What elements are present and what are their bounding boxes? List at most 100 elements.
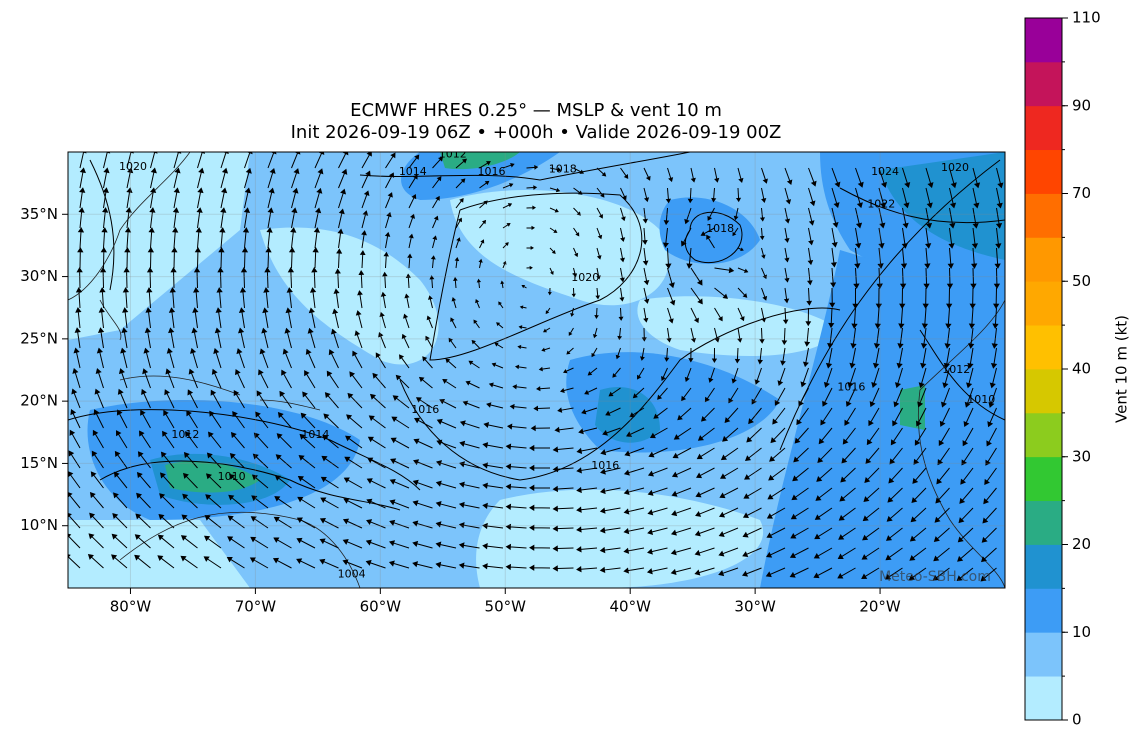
wind-arrow [972,187,980,209]
wind-arrow [817,447,833,463]
colorbar-band [1025,61,1062,107]
wind-arrow [526,225,535,230]
wind-arrow [122,287,130,309]
wind-arrow [665,187,672,204]
wind-arrow [871,367,880,389]
wind-arrow [385,172,395,189]
wind-arrow [149,187,157,209]
wind-arrow [118,368,128,389]
wind-arrow [536,386,551,392]
wind-arrow [526,265,533,270]
wind-arrow [465,380,480,389]
wind-arrow [471,339,480,349]
wind-arrow [102,187,109,209]
wind-arrow [909,547,927,561]
wind-arrow [366,498,386,509]
title-line: ECMWF HRES 0.25° — MSLP & vent 10 m [350,100,722,121]
wind-arrows [68,152,1004,582]
wind-arrow [855,187,863,209]
wind-arrow [554,426,574,433]
wind-arrow [851,307,858,329]
wind-arrow [687,187,694,204]
wind-arrow [436,460,457,469]
wind-arrow [972,207,979,229]
wind-arrow [942,367,950,389]
wind-arrow [479,239,485,249]
wind-arrow [759,327,765,344]
wind-arrow [319,558,339,569]
wind-arrow [690,327,697,343]
wind-arrow [321,455,339,469]
wind-arrow [949,207,956,229]
wind-arrow [188,368,198,389]
wind-arrow [186,410,198,429]
wind-arrow [552,485,574,493]
wind-arrow [261,327,269,349]
wind-arrow [482,522,504,530]
wind-arrow [816,467,833,482]
wind-arrow [389,519,410,529]
wind-arrow [566,347,574,355]
wind-band [260,227,439,365]
wind-arrow [288,247,296,269]
wind-arrow [704,387,715,403]
wind-arrow [838,507,856,521]
wind-arrow [529,504,551,511]
wind-arrow [584,387,598,395]
wind-arrow [744,467,762,480]
wind-arrow [620,167,629,179]
wind-arrow [695,487,715,498]
wind-arrow [234,369,245,389]
wind-arrow [972,167,981,189]
wind-arrow [910,507,927,523]
wind-arrow [408,233,414,249]
wind-arrow [346,414,363,429]
wind-arrow [159,472,175,489]
colorbar-tick-label: 10 [1072,623,1091,641]
wind-arrow [180,535,198,549]
isobar [919,329,1005,421]
wind-arrow [506,423,527,430]
wind-arrow [673,427,692,440]
wind-arrow [989,367,997,389]
wind-arrow [911,487,927,504]
wind-arrow [529,484,551,492]
wind-arrow [182,472,198,489]
wind-arrow [307,327,316,349]
wind-arrow [502,242,509,249]
colorbar-band [1025,500,1062,545]
wind-arrow [314,152,325,169]
wind-arrow [256,390,269,409]
wind-arrow [866,427,880,446]
wind-arrow [361,170,371,189]
wind-arrow [647,507,668,516]
wind-arrow [296,558,316,569]
wind-arrow [694,567,715,576]
wind-arrow [620,207,626,222]
wind-arrow [529,444,551,452]
wind-arrow [455,198,464,209]
wind-arrow [432,176,442,189]
wind-arrow [789,547,809,559]
wind-arrow [944,327,951,349]
wind-arrow [468,360,480,369]
x-tick-label: 50°W [485,598,527,616]
wind-arrow [498,301,504,309]
wind-band [165,460,260,493]
wind-arrow [384,231,391,249]
wind-arrow [399,354,410,369]
wind-arrow [296,517,316,529]
wind-arrow [917,387,927,408]
wind-arrow [741,567,762,577]
wind-arrow [158,513,175,529]
wind-arrow [475,298,480,309]
wind-arrow [255,411,269,429]
wind-arrow [784,247,790,263]
colorbar-tick-label: 110 [1072,9,1101,27]
wind-arrow [759,227,765,241]
wind-arrow [706,234,715,249]
wind-arrow [892,407,903,427]
wind-arrow [964,387,974,408]
wind-arrow [459,420,480,429]
wind-arrow [671,487,692,497]
